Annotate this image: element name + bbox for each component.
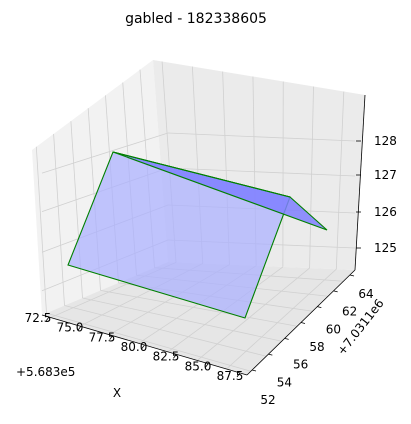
y-tick-mark [317,307,321,308]
x-tick-label: 85.0 [185,359,212,373]
y-tick-label: 56 [293,358,308,372]
y-tick-mark [252,370,256,371]
y-tick-label: 64 [358,287,373,301]
y-tick-mark [301,323,305,324]
y-tick-label: 60 [326,322,341,336]
x-offset-label: +5.683e5 [16,365,75,379]
y-tick-mark [285,338,289,339]
y-tick-mark [268,354,272,355]
x-tick-label: 87.5 [217,369,244,383]
chart-title: gabled - 182338605 [125,11,267,27]
x-tick-label: 77.5 [89,330,116,344]
z-tick-label: 126 [374,205,397,219]
y-tick-mark [350,275,354,276]
z-tick-label: 127 [374,168,397,182]
y-tick-mark [334,291,338,292]
y-tick-label: 54 [277,375,292,389]
x-tick-label: 75.0 [57,321,84,335]
x-tick-label: 80.0 [121,340,148,354]
y-tick-label: 62 [342,305,357,319]
y-tick-label: 58 [309,340,324,354]
x-axis-label: X [113,386,121,400]
x-tick-label: 82.5 [153,350,180,364]
z-ticks: 125 126 127 128 [356,134,397,255]
z-tick-label: 125 [374,241,397,255]
z-tick-label: 128 [374,134,397,148]
x-tick-label: 72.5 [25,311,52,325]
y-tick-label: 52 [260,393,275,407]
